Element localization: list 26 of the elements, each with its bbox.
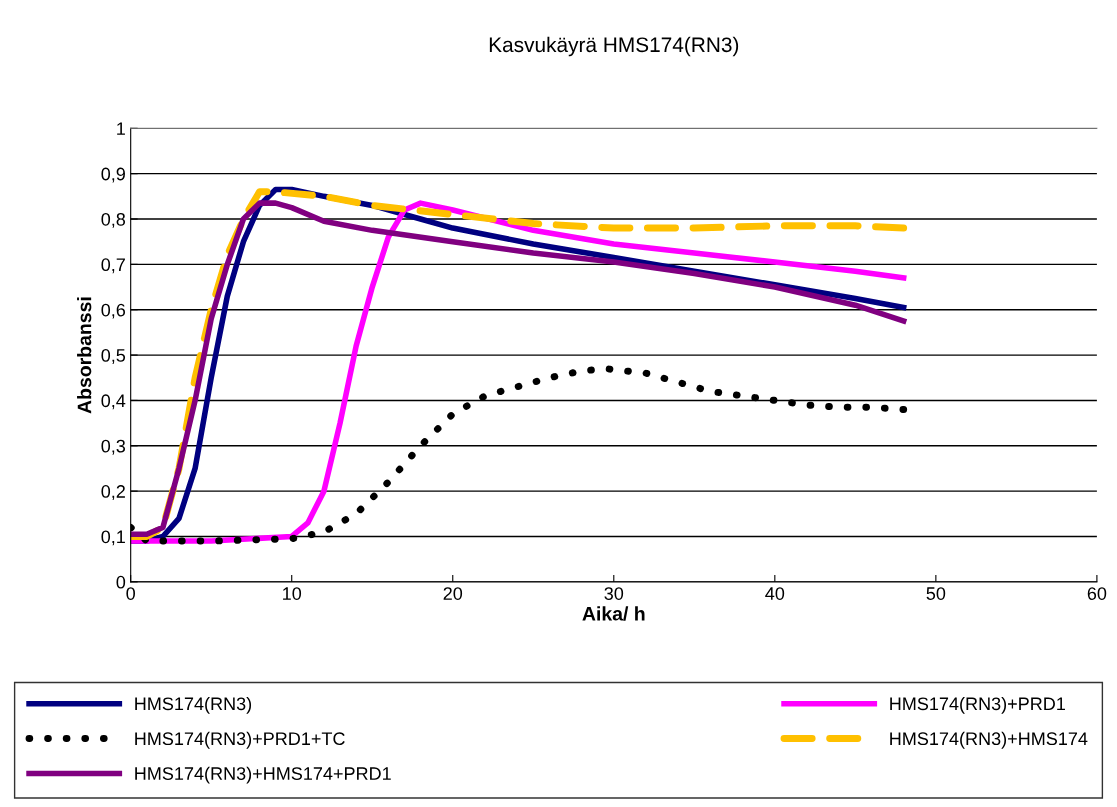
y-tick-label: 0,4 — [101, 394, 126, 410]
legend-label: HMS174(RN3)+PRD1 — [890, 696, 1065, 714]
legend-label: HMS174(RN3)+HMS174 — [890, 731, 1088, 749]
y-tick-label: 0,3 — [101, 439, 126, 455]
x-axis-title: Aika/ h — [582, 606, 645, 621]
x-tick-label: 10 — [283, 587, 302, 600]
y-tick-label: 0,2 — [101, 485, 125, 500]
y-tick-label: 0,6 — [101, 303, 126, 319]
y-axis-title: Absorbanssi — [77, 297, 92, 414]
x-tick-label: 20 — [443, 587, 463, 600]
y-tick-label: 0 — [116, 575, 126, 589]
y-tick-label: 1 — [117, 122, 125, 135]
legend-label: HMS174(RN3)+PRD1+TC — [135, 731, 345, 749]
chart-title: Kasvukäyrä HMS174(RN3) — [489, 36, 739, 57]
y-tick-label: 0,5 — [101, 349, 126, 364]
x-tick-label: 40 — [765, 587, 785, 600]
y-tick-label: 0,1 — [101, 530, 125, 546]
x-tick-label: 30 — [604, 587, 624, 600]
legend-label: HMS174(RN3) — [135, 696, 252, 714]
y-tick-label: 0,7 — [101, 258, 125, 274]
legend-label: HMS174(RN3)+HMS174+PRD1 — [135, 766, 391, 784]
y-tick-label: 0,9 — [101, 167, 125, 183]
x-tick-label: 60 — [1087, 587, 1107, 600]
x-tick-label: 0 — [126, 587, 135, 600]
x-tick-label: 50 — [926, 587, 946, 600]
y-tick-label: 0,8 — [101, 212, 126, 228]
